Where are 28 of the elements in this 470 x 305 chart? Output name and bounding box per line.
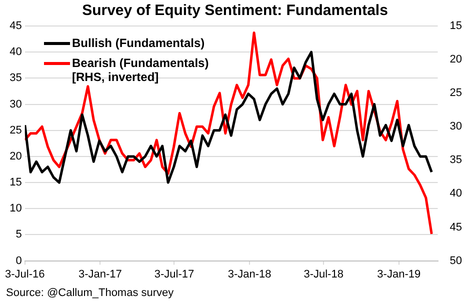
x-tick-label: 3-Jul-17 (154, 268, 194, 280)
y-tick-label: 40 (10, 46, 22, 58)
y2-tick-label: 45 (450, 221, 462, 234)
legend-label: Bearish (Fundamentals) [RHS, inverted] (72, 56, 209, 84)
chart-title: Survey of Equity Sentiment: Fundamentals (82, 2, 388, 20)
y-tick-label: 20 (10, 150, 22, 162)
y-tick-label: 15 (10, 176, 22, 189)
x-tick-label: 3-Jan-17 (78, 268, 122, 280)
y-tick-label: 0 (16, 254, 22, 267)
y-tick-label: 25 (10, 124, 22, 136)
y2-tick-label: 50 (450, 254, 462, 267)
x-tick-label: 3-Jan-19 (377, 268, 421, 280)
y2-tick-label: 35 (450, 154, 462, 166)
x-tick-label: 3-Jul-18 (304, 268, 344, 280)
y2-tick-label: 20 (450, 54, 462, 66)
y-tick-label: 45 (10, 20, 22, 32)
y-tick-label: 30 (10, 98, 22, 110)
y-tick-label: 35 (10, 72, 22, 84)
y2-tick-label: 30 (450, 120, 462, 133)
y2-tick-label: 25 (450, 87, 462, 100)
legend-label: Bullish (Fundamentals) (72, 36, 205, 50)
y2-tick-label: 15 (450, 20, 462, 32)
y-tick-label: 10 (10, 202, 22, 215)
source-note: Source: @Callum_Thomas survey (6, 287, 174, 299)
x-tick-label: 3-Jan-18 (228, 268, 272, 280)
y2-tick-label: 40 (450, 188, 462, 200)
y-tick-label: 5 (16, 228, 22, 241)
x-tick-label: 3-Jul-16 (4, 268, 45, 280)
